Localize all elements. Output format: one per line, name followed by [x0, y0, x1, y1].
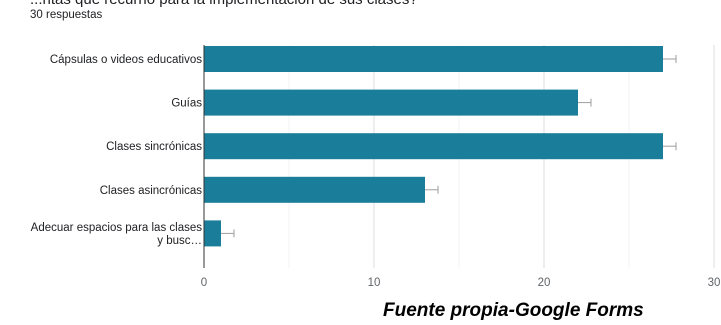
x-tick-label: 0: [201, 277, 207, 289]
bar: [204, 220, 221, 247]
category-label-line: Clases asincrónicas: [100, 185, 203, 197]
x-tick-label: 10: [368, 277, 381, 289]
category-label-line: Clases sincrónicas: [106, 141, 202, 153]
category-label: Cápsulas o videos educativos: [50, 54, 202, 66]
bar: [204, 133, 663, 160]
category-label: Clases sincrónicas: [106, 141, 202, 153]
question-title: ...ntas que recurrió para la implementac…: [30, 0, 418, 8]
category-label: Adecuar espacios para las clases y busc…: [31, 222, 203, 247]
bar: [204, 46, 663, 72]
source-caption: Fuente propia-Google Forms: [383, 300, 644, 321]
x-tick-label: 20: [538, 277, 551, 289]
bar: [204, 176, 425, 203]
bar: [204, 89, 578, 116]
category-label-line: Guías: [171, 98, 202, 110]
category-label-line: Cápsulas o videos educativos: [50, 54, 202, 66]
response-count: 30 respuestas: [30, 9, 103, 21]
x-tick-label: 30: [708, 277, 721, 289]
category-label: Guías: [171, 98, 202, 110]
category-label-line: Adecuar espacios para las clases: [31, 222, 203, 234]
category-label-line: y busc…: [157, 235, 202, 247]
category-label: Clases asincrónicas: [100, 185, 203, 197]
